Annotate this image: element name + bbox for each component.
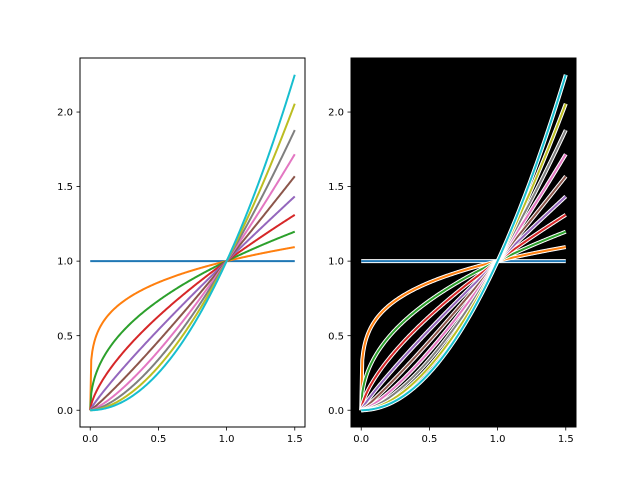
y-tick-label: 0.0 <box>57 406 73 417</box>
series-line-p=2.000 <box>361 74 567 412</box>
series-group <box>359 74 568 413</box>
y-tick-label: 1.0 <box>57 257 73 268</box>
right-plot-axes-dark: 0.0 0.5 1.0 1.5 0.0 0.5 1.0 1.5 2.0 <box>328 57 577 445</box>
series-line-p=1.111 <box>360 175 567 412</box>
left-plot-axes: 0.0 0.5 1.0 1.5 0.0 0.5 1.0 1.5 2.0 <box>57 57 306 445</box>
series-line-p=0.222 <box>360 246 566 411</box>
y-tick-label: 1.5 <box>328 182 344 193</box>
x-tick-label: 0.5 <box>421 434 437 445</box>
series-line-p=0.222 <box>89 246 295 411</box>
series-line-p=0.444 <box>89 230 296 411</box>
series-line-p=0.667 <box>89 214 296 411</box>
series-line-p=0.889 <box>360 195 567 411</box>
x-tick-label: 1.0 <box>490 434 506 445</box>
x-tick-label: 0.5 <box>150 434 166 445</box>
y-tick-label: 0.5 <box>328 331 344 342</box>
x-tick-label: 0.0 <box>82 434 98 445</box>
series-line-p=2.000 <box>90 74 296 412</box>
y-tick-label: 2.0 <box>57 108 73 119</box>
series-line-p=1.778 <box>90 103 296 412</box>
series-line-p=1.333 <box>90 153 296 412</box>
y-tick-label: 1.0 <box>328 257 344 268</box>
series-line-p=1.111 <box>89 175 296 412</box>
series-group <box>89 74 296 412</box>
x-tick-label: 0.0 <box>353 434 369 445</box>
y-tick-label: 0.0 <box>328 406 344 417</box>
y-tick-label: 2.0 <box>328 108 344 119</box>
axes-frame <box>350 57 577 428</box>
series-line-p=1.333 <box>361 153 567 412</box>
y-tick-label: 0.5 <box>57 331 73 342</box>
x-tick-label: 1.5 <box>287 434 303 445</box>
plot-area-background <box>80 58 305 427</box>
series-line-p=0.444 <box>360 230 567 411</box>
series-line-p=1.556 <box>361 129 567 412</box>
x-tick-label: 1.5 <box>558 434 574 445</box>
series-line-p=1.778 <box>361 103 567 412</box>
series-line-p=0.667 <box>360 214 567 411</box>
series-line-p=0.889 <box>89 195 296 411</box>
y-tick-label: 1.5 <box>57 182 73 193</box>
x-tick-label: 1.0 <box>219 434 235 445</box>
axes-frame <box>79 57 306 428</box>
series-line-p=1.556 <box>90 129 296 412</box>
